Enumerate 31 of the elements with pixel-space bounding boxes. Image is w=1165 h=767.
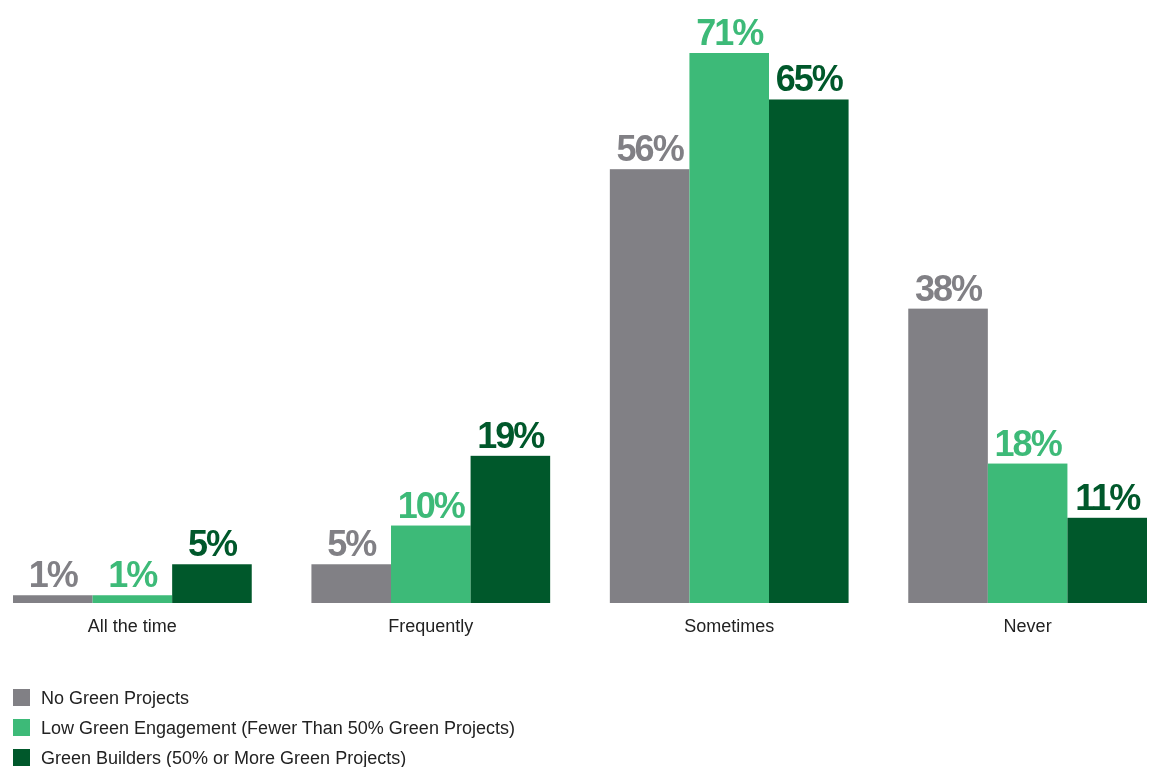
legend-label: Green Builders (50% or More Green Projects) [41,748,407,767]
bar [987,463,1068,603]
bar [1067,517,1147,603]
x-tick-label: Never [1003,616,1052,636]
bar [172,564,252,603]
bar [689,53,769,603]
bar [609,169,690,603]
bar [311,564,391,603]
data-label: 5% [327,523,378,565]
data-label: 5% [187,523,238,565]
bar [13,595,93,603]
bar [908,308,988,603]
legend-label: Low Green Engagement (Fewer Than 50% Green Projects) [41,718,515,738]
legend-label: No Green Projects [41,688,190,708]
data-label: 1% [28,554,79,596]
data-label: 1% [108,554,159,596]
data-label: 65% [775,58,844,100]
data-label: 71% [696,12,765,53]
data-label: 11% [1075,476,1142,518]
data-label: 18% [994,422,1063,464]
data-label: 10% [397,484,466,526]
bar [769,99,849,603]
data-label: 19% [477,414,546,456]
data-label: 38% [915,267,984,309]
x-tick-label: All the time [87,616,177,636]
x-tick-label: Sometimes [684,616,775,636]
bar [92,595,173,603]
bar [470,455,551,603]
data-label: 56% [616,128,685,170]
x-tick-label: Frequently [388,616,474,636]
bar [391,525,471,603]
